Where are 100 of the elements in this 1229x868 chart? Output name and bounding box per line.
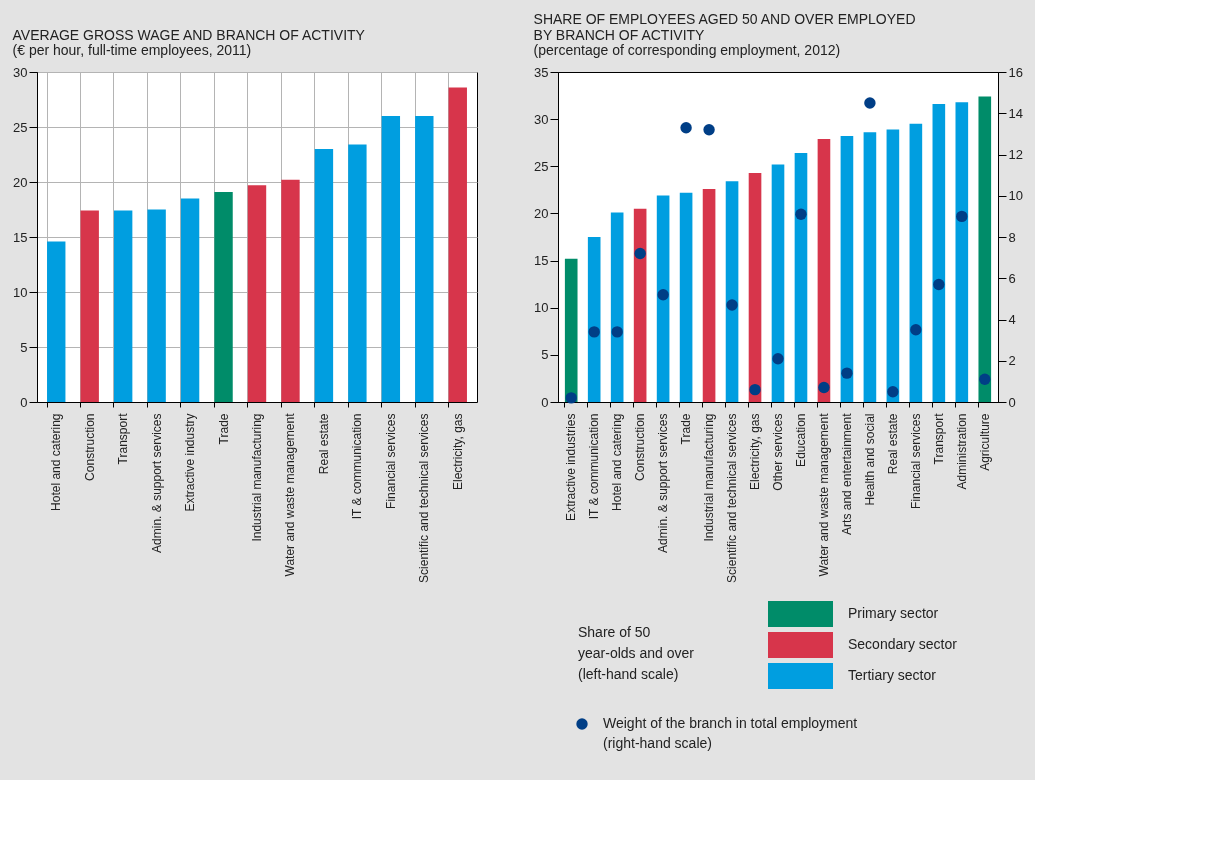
x-tick-label: Water and waste management <box>816 412 831 577</box>
x-tick-label: Real estate <box>316 413 331 475</box>
y2-tick-label: 12 <box>1008 147 1023 162</box>
x-tick-label: Trade <box>216 413 231 445</box>
x-tick-label: Water and waste management <box>283 412 298 577</box>
x-tick-label: Hotel and catering <box>49 413 64 511</box>
bar <box>113 210 133 402</box>
point <box>887 386 899 398</box>
bar <box>978 96 992 402</box>
legend-title: Share of 50 year-olds and over (left-hand scale) <box>578 624 695 682</box>
y-tick-label: 35 <box>534 64 549 80</box>
chart-title: SHARE OF EMPLOYEES AGED 50 AND OVER EMPLOYED BY BRANCH OF ACTIVITY <box>533 11 916 43</box>
x-tick-label: Financial services <box>383 413 398 509</box>
bar <box>214 191 233 402</box>
bar <box>147 209 166 402</box>
bar <box>771 164 785 402</box>
bar <box>348 144 367 402</box>
y-tick-label: 25 <box>534 158 549 174</box>
bar <box>955 102 969 402</box>
bar <box>247 185 267 402</box>
x-tick-label: Industrial manufacturing <box>702 413 717 542</box>
bar <box>415 116 434 402</box>
x-tick-label: Arts and entertainment <box>839 412 854 535</box>
x-tick-label: Construction <box>633 413 648 481</box>
chart-subtitle: (€ per hour, full-time employees, 2011) <box>12 42 252 58</box>
x-tick-label: IT & communication <box>350 413 365 520</box>
bar <box>817 138 831 402</box>
y2-tick-label: 10 <box>1008 188 1023 204</box>
y-tick-label: 15 <box>13 229 28 245</box>
y-tick-label: 0 <box>20 394 28 410</box>
bar <box>725 181 739 402</box>
bar <box>610 212 624 402</box>
x-tick-label: Admin. & support services <box>656 413 671 553</box>
point <box>726 299 738 311</box>
bar <box>794 153 808 402</box>
bar <box>748 172 762 402</box>
chart-subtitle: (percentage of corresponding employment, 2012) <box>533 42 841 58</box>
y2-tick-label: 14 <box>1008 105 1023 121</box>
point <box>795 208 807 220</box>
x-tick-label: Other services <box>771 413 785 491</box>
bar <box>702 188 716 402</box>
x-tick-label: Financial services <box>908 413 923 509</box>
x-tick-label: Electricity, gas <box>450 413 465 490</box>
x-tick-label: Industrial manufacturing <box>250 413 264 542</box>
y-tick-label: 20 <box>13 174 28 190</box>
x-tick-label: Trade <box>679 413 694 445</box>
bar <box>909 123 923 402</box>
bar <box>314 149 334 402</box>
y-tick-label: 15 <box>534 253 549 269</box>
y-tick-label: 10 <box>13 284 28 300</box>
point <box>588 326 600 338</box>
x-tick-label: Agriculture <box>977 413 992 471</box>
bar <box>587 237 601 402</box>
point <box>703 124 715 136</box>
bar <box>633 208 647 402</box>
y-tick-label: 5 <box>541 347 549 363</box>
chart-title: AVERAGE GROSS WAGE AND BRANCH OF ACTIVITY <box>12 27 366 43</box>
y-tick-label: 5 <box>20 339 28 355</box>
x-tick-label: Transport <box>931 412 946 465</box>
y2-tick-label: 2 <box>1008 353 1016 369</box>
bar <box>932 104 946 402</box>
y-tick-label: 30 <box>13 64 28 80</box>
x-tick-label: Admin. & support services <box>149 413 164 553</box>
x-tick-label: Transport <box>116 412 131 465</box>
y2-tick-label: 0 <box>1008 394 1016 410</box>
y-tick-label: 10 <box>534 300 549 316</box>
point <box>818 381 830 394</box>
legend-label: Weight of the branch in total employment (right-hand scale) <box>603 715 858 751</box>
y-tick-label: 20 <box>534 205 549 221</box>
point <box>956 210 968 223</box>
y2-tick-label: 6 <box>1008 270 1016 286</box>
bar <box>564 258 578 402</box>
x-tick-label: IT & communication <box>587 413 602 520</box>
y-tick-label: 0 <box>541 394 549 410</box>
bar <box>656 195 670 402</box>
bar <box>47 241 66 402</box>
x-tick-label: Scientific and technical services <box>417 413 432 583</box>
x-tick-label: Electricity, gas <box>748 413 763 490</box>
point <box>772 353 784 365</box>
x-tick-label: Extractive industry <box>183 413 198 512</box>
bar <box>840 136 854 402</box>
x-tick-label: Real estate <box>885 413 900 475</box>
point <box>979 373 991 385</box>
point <box>864 97 876 109</box>
point <box>565 392 577 404</box>
point <box>657 289 669 301</box>
point <box>611 326 623 338</box>
point <box>680 122 692 134</box>
x-tick-label: Scientific and technical services <box>725 413 740 583</box>
point <box>910 324 922 336</box>
bar <box>886 129 900 402</box>
x-tick-label: Administration <box>954 413 969 490</box>
legend-label: Tertiary sector <box>848 667 937 683</box>
point <box>634 247 646 260</box>
y2-tick-label: 8 <box>1008 229 1016 245</box>
x-tick-label: Education <box>793 413 808 467</box>
bar <box>180 198 200 402</box>
x-tick-label: Hotel and catering <box>610 413 625 511</box>
y2-tick-label: 16 <box>1008 64 1023 80</box>
bar <box>679 192 693 402</box>
